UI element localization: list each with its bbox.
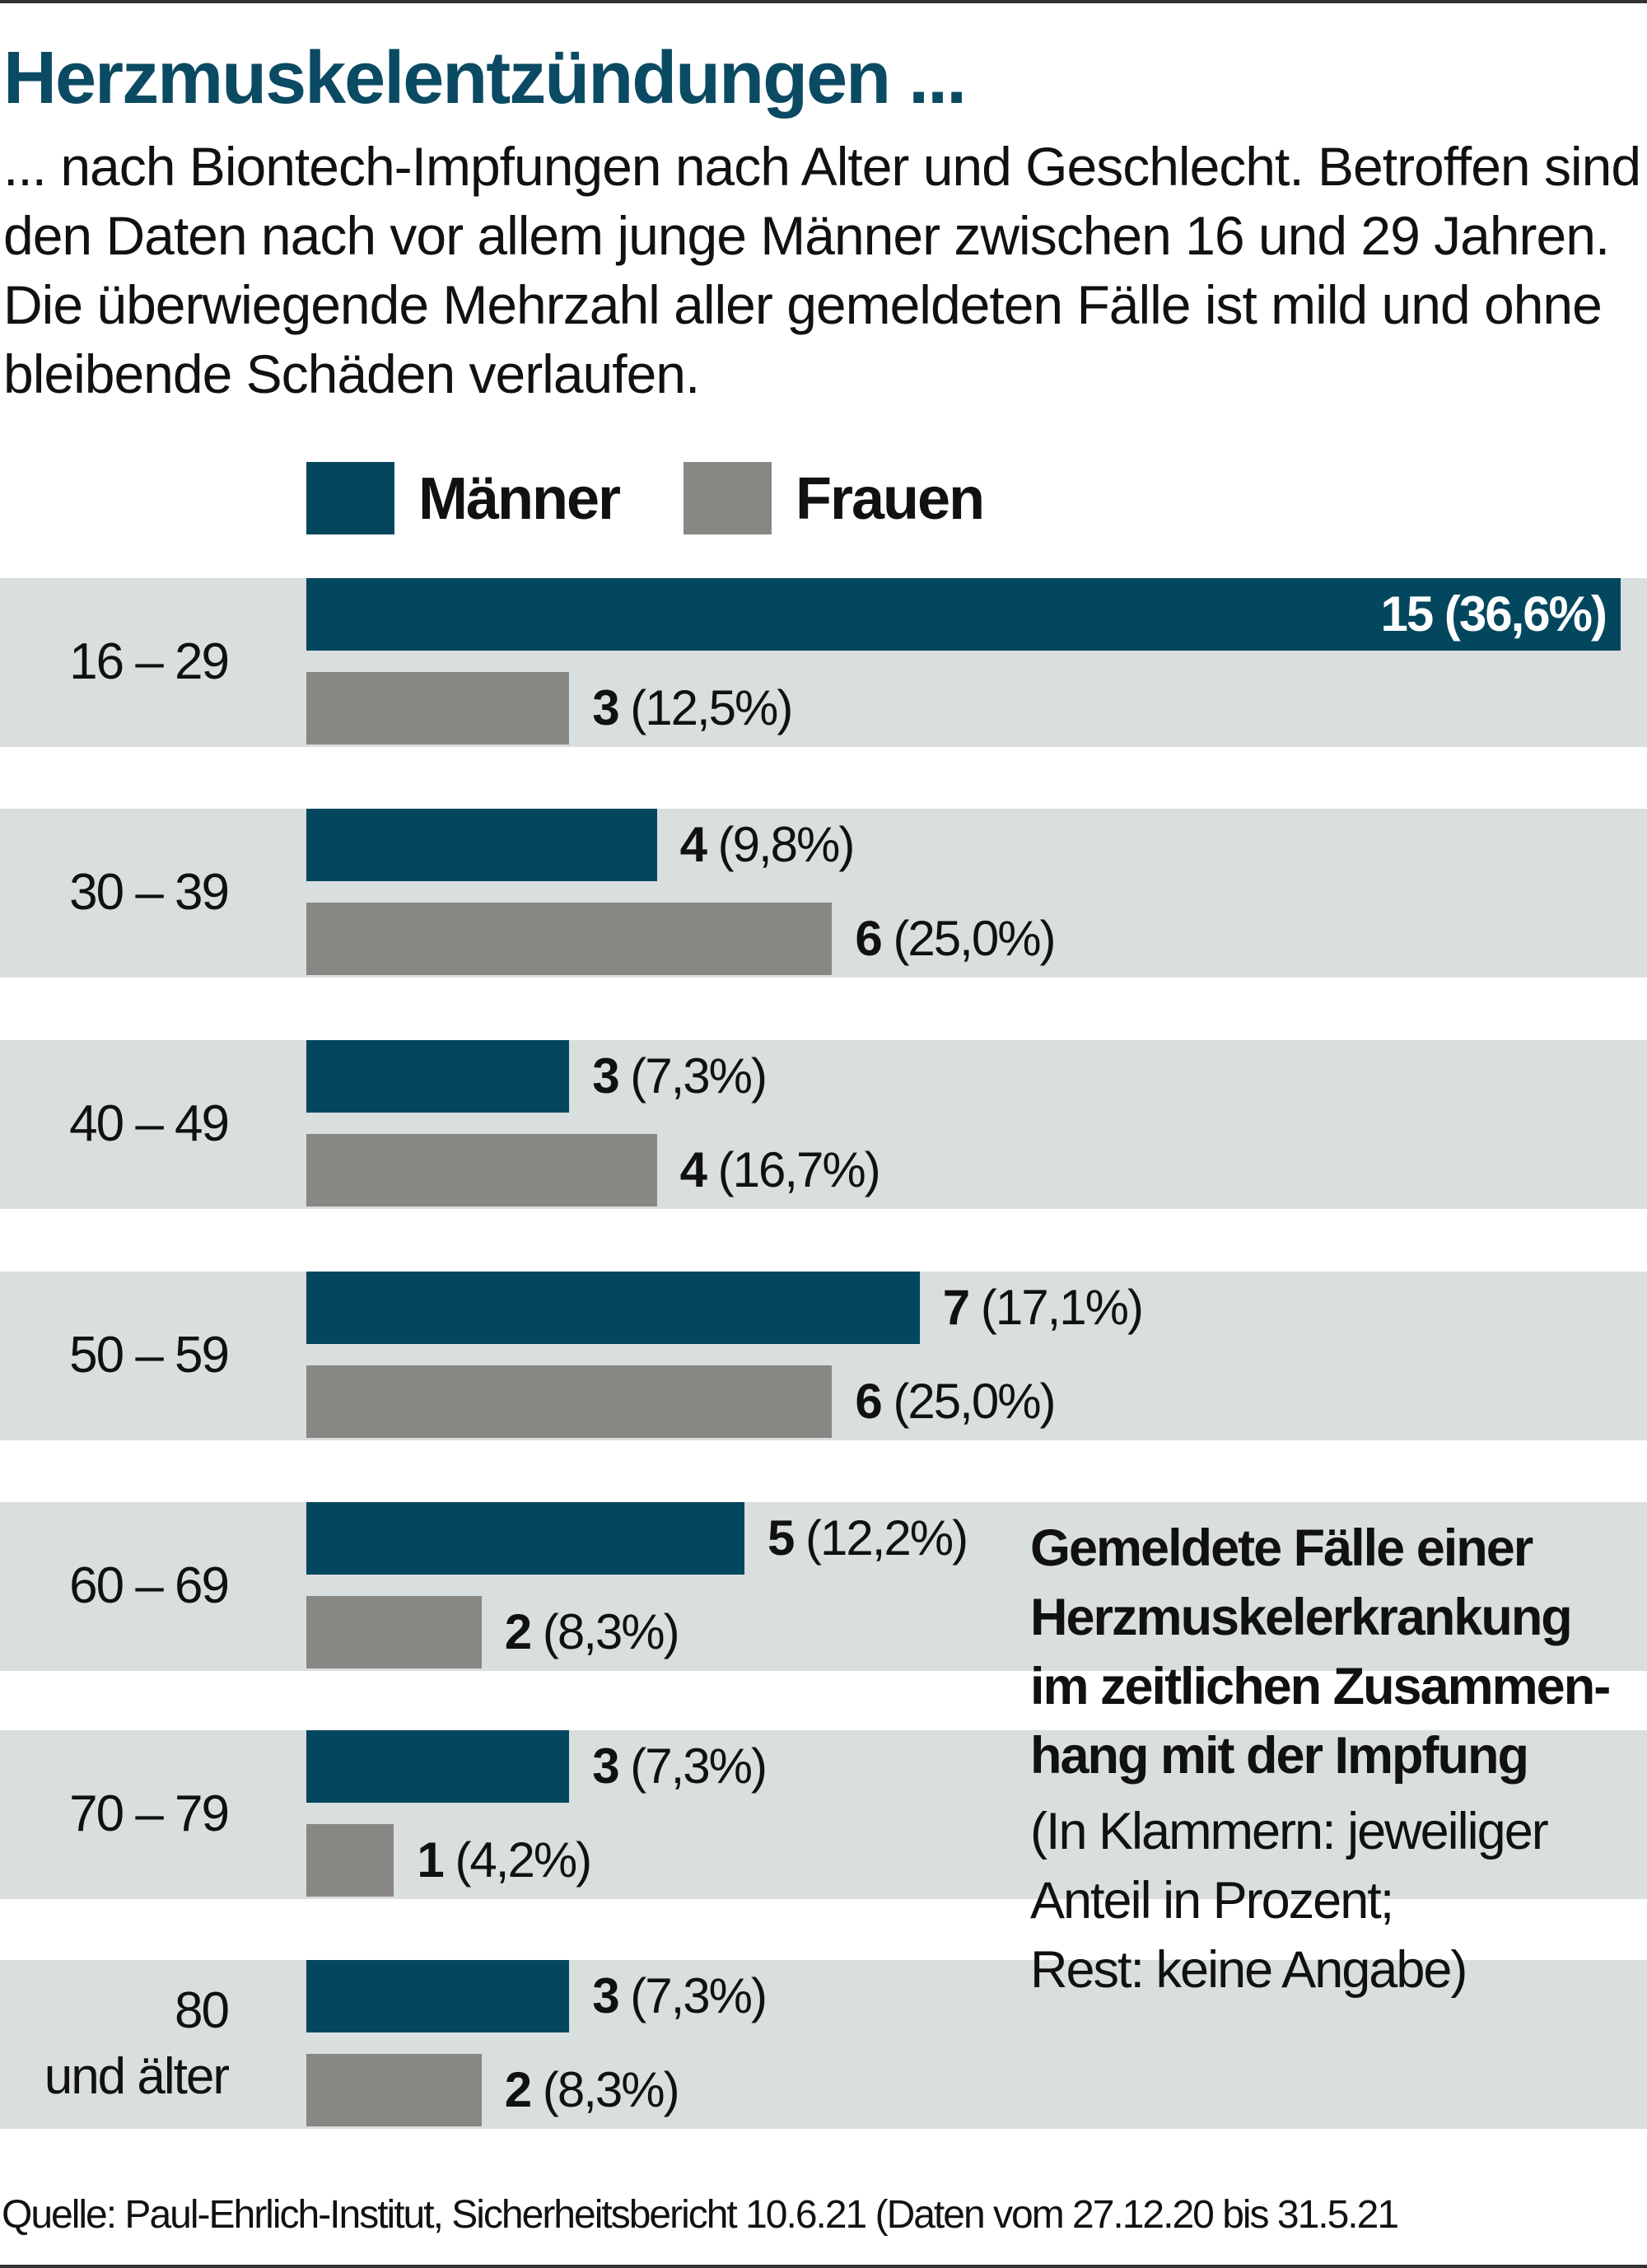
category-label: 50 – 59 xyxy=(69,1323,230,1388)
bar-frauen xyxy=(306,672,570,744)
value-count: 3 xyxy=(592,1738,619,1794)
value-percent: (25,0%) xyxy=(893,1374,1056,1429)
category-label-line: 50 – 59 xyxy=(69,1327,230,1384)
note-line: Rest: keine Angabe) xyxy=(1030,1941,1467,1999)
bar-frauen xyxy=(306,903,833,975)
bottom-border xyxy=(0,2265,1647,2268)
value-percent: (12,5%) xyxy=(630,680,793,735)
value-percent: (7,3%) xyxy=(630,1048,768,1104)
category-label: 80 und älter xyxy=(44,1978,230,2110)
value-percent: (25,0%) xyxy=(893,911,1056,966)
chart-subtitle: ... nach Biontech-Impfungen nach Alter u… xyxy=(3,136,1641,404)
value-percent: (17,1%) xyxy=(980,1280,1144,1335)
value-percent: (4,2%) xyxy=(455,1832,592,1888)
value-percent: (12,2%) xyxy=(805,1510,968,1566)
bar-maenner xyxy=(306,1960,570,2032)
bar-frauen xyxy=(306,1596,482,1668)
bar-maenner xyxy=(306,1502,744,1575)
note-line: Herzmuskelerkrankung xyxy=(1030,1589,1573,1646)
top-border xyxy=(0,0,1647,3)
value-count: 4 xyxy=(679,817,707,872)
category-label-line: 30 – 39 xyxy=(69,864,230,921)
category-label: 70 – 79 xyxy=(69,1781,230,1847)
value-count: 3 xyxy=(592,680,619,735)
value-label: 15 (36,6%) xyxy=(1380,578,1607,651)
bar-maenner xyxy=(306,578,1621,651)
value-label: 3 (7,3%) xyxy=(592,1960,768,2032)
category-band xyxy=(0,1960,1647,2129)
note-line: Anteil in Prozent; xyxy=(1030,1872,1394,1930)
value-count: 7 xyxy=(942,1280,970,1335)
value-percent: (16,7%) xyxy=(717,1142,881,1197)
value-count: 5 xyxy=(768,1510,795,1566)
value-label: 3 (12,5%) xyxy=(592,672,793,744)
value-label: 2 (8,3%) xyxy=(504,2054,680,2126)
category-label-line: 60 – 69 xyxy=(69,1557,230,1614)
category-label: 16 – 29 xyxy=(69,629,230,695)
value-label: 7 (17,1%) xyxy=(942,1272,1144,1344)
value-label: 3 (7,3%) xyxy=(592,1730,768,1803)
value-count: 3 xyxy=(592,1968,619,2023)
category-label: 60 – 69 xyxy=(69,1553,230,1619)
note-line: hang mit der Impfung xyxy=(1030,1727,1529,1785)
legend-label-frauen: Frauen xyxy=(796,466,985,532)
value-count: 2 xyxy=(504,2062,532,2117)
bar-frauen xyxy=(306,1824,394,1897)
value-count: 4 xyxy=(679,1142,707,1197)
value-label: 3 (7,3%) xyxy=(592,1040,768,1113)
value-percent: (9,8%) xyxy=(717,817,856,872)
category-label-line: und älter xyxy=(44,2048,230,2105)
bar-frauen xyxy=(306,1134,657,1206)
category-label-line: 40 – 49 xyxy=(69,1095,230,1152)
value-label: 1 (4,2%) xyxy=(417,1824,592,1897)
value-percent: (7,3%) xyxy=(630,1968,768,2023)
category-band xyxy=(0,1040,1647,1209)
chart-title: Herzmuskelentzündungen ... xyxy=(3,37,967,119)
category-label-line: 16 – 29 xyxy=(69,633,230,690)
category-band xyxy=(0,1730,1647,1899)
value-label: 5 (12,2%) xyxy=(768,1502,968,1575)
chart-note: Gemeldete Fälle einer Herzmuskelerkranku… xyxy=(1030,1514,1640,2004)
value-count: 2 xyxy=(504,1604,532,1659)
category-label-line: 70 – 79 xyxy=(69,1785,230,1842)
note-line: Gemeldete Fälle einer xyxy=(1030,1519,1533,1577)
bar-frauen xyxy=(306,1365,833,1438)
value-percent: (36,6%) xyxy=(1444,586,1607,642)
value-label: 6 (25,0%) xyxy=(855,1365,1056,1438)
source-note: Quelle: Paul-Ehrlich-Institut, Sicherhei… xyxy=(2,2193,1399,2237)
value-label: 4 (9,8%) xyxy=(679,809,856,881)
value-percent: (8,3%) xyxy=(542,1604,680,1659)
value-percent: (7,3%) xyxy=(630,1738,768,1794)
value-percent: (8,3%) xyxy=(542,2062,680,2117)
value-count: 15 xyxy=(1380,586,1434,642)
value-count: 6 xyxy=(855,1374,882,1429)
value-count: 6 xyxy=(855,911,882,966)
note-line: (In Klammern: jeweiliger xyxy=(1030,1803,1549,1860)
value-label: 4 (16,7%) xyxy=(679,1134,881,1206)
bar-maenner xyxy=(306,1040,570,1113)
bar-maenner xyxy=(306,1730,570,1803)
category-label: 30 – 39 xyxy=(69,860,230,926)
value-label: 2 (8,3%) xyxy=(504,1596,680,1668)
bar-frauen xyxy=(306,2054,482,2126)
category-label: 40 – 49 xyxy=(69,1091,230,1157)
bar-maenner xyxy=(306,809,657,881)
category-band xyxy=(0,1502,1647,1671)
value-count: 1 xyxy=(417,1832,444,1888)
legend-swatch-maenner xyxy=(306,462,394,534)
bar-maenner xyxy=(306,1272,920,1344)
note-line: im zeitlichen Zusammen- xyxy=(1030,1658,1611,1715)
value-label: 6 (25,0%) xyxy=(855,903,1056,975)
legend-label-maenner: Männer xyxy=(418,466,621,532)
value-count: 3 xyxy=(592,1048,619,1104)
category-label-line: 80 xyxy=(175,1982,230,2039)
legend-swatch-frauen xyxy=(684,462,772,534)
